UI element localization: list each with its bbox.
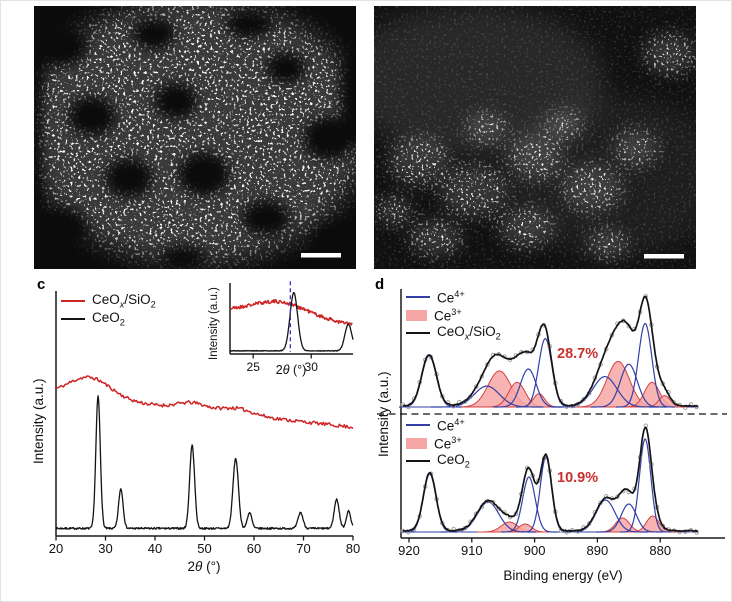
ce4-component-peak [402,473,458,533]
x-axis-ticks: 25 30 [247,354,319,374]
legend-label: Ce3+ [434,306,462,324]
ce4-component-peak [616,322,675,408]
tick-label: 910 [461,543,483,558]
xps-chart: 920 910 900 890 880 [377,289,727,558]
data-point-marker [586,521,592,526]
ce4-component-peak [440,501,537,533]
data-point-marker [400,402,405,407]
data-point-marker [507,357,513,362]
ce4-component-peak [563,499,648,533]
legend-line-swatch [406,460,430,462]
legend-item: Ce3+ [406,307,501,323]
data-point-marker [598,500,603,506]
data-point-marker [694,404,699,410]
legend-label: CeOx/SiO2 [437,324,501,342]
tick-label: 890 [587,543,609,558]
legend-line-swatch [406,424,430,426]
legend-item: CeO2 [406,452,470,470]
xrd-chart: 20 30 40 50 60 70 80 [49,291,360,556]
xps-top-legend: Ce4+ Ce3+ CeOx/SiO2 [406,289,501,342]
legend-line-swatch [406,332,430,334]
scale-bar [301,253,341,258]
data-point-marker [660,523,665,528]
legend-fill-swatch [406,309,427,321]
tick-label: 880 [649,543,671,558]
ce3-percentage-top: 28.7% [557,346,599,362]
data-point-marker [496,506,502,511]
data-point-marker [615,494,620,500]
tick-label: 30 [305,360,319,374]
panel-label-d: d [375,276,385,293]
tick-label: 30 [98,541,112,556]
xrd-x-axis-label: 2θ (°) [187,559,221,574]
tick-label: 900 [524,543,546,558]
tick-label: 40 [148,541,162,556]
xrd-trace-ceo2 [55,395,354,530]
xps-x-axis-label: Binding energy (eV) [503,568,623,583]
micrograph-right [374,6,696,269]
data-point-marker [581,397,586,402]
xps-y-axis-label: Intensity (a.u.) [376,371,391,457]
ce4-component-peak [501,476,558,533]
envelope-trace [402,295,699,408]
xrd-legend: CeOx/SiO2 CeO2 [61,292,156,328]
legend-item: Ce4+ [406,289,501,305]
inset-y-axis-label: Intensity (a.u.) [208,287,220,361]
legend-label: CeO2 [437,452,470,470]
data-point-marker [490,500,496,505]
ce4-component-peak [399,355,462,408]
legend-line-swatch [61,300,85,302]
ce4-component-peak [595,503,663,533]
ce4-component-peak [620,438,671,533]
panel-label-c: c [37,276,46,293]
data-point-marker [473,384,479,389]
legend-item: CeOx/SiO2 [61,292,156,310]
ce3-percentage-bottom: 10.9% [557,470,599,486]
legend-label: Ce4+ [437,288,465,306]
tick-label: 60 [247,541,261,556]
xrd-traces [55,375,354,530]
legend-line-swatch [61,318,85,320]
tick-label: 80 [346,541,360,556]
micrograph-left [34,6,356,269]
xrd-inset-chart: 25 30 [229,281,354,374]
legend-item: Ce4+ [406,417,470,433]
legend-item: CeO2 [61,310,156,328]
scale-bar [644,254,684,259]
tick-label: 50 [197,541,211,556]
tick-label: 920 [398,543,420,558]
ce4-component-peak [590,363,667,408]
xps-bottom-spectrum [400,423,699,535]
legend-label: Ce3+ [434,434,462,452]
xrd-trace-ceo2 [229,291,354,352]
inset-x-axis-label: 2θ (°) [275,363,307,377]
legend-label: CeOx/SiO2 [92,292,156,310]
data-point-marker [575,529,581,534]
xps-bottom-legend: Ce4+ Ce3+ CeO2 [406,417,470,470]
legend-item: Ce3+ [406,435,470,451]
xps-top-spectrum [399,294,699,410]
x-axis-ticks: 920 910 900 890 880 [398,538,671,558]
legend-label: CeO2 [92,310,125,328]
ce4-component-peak [551,375,659,408]
legend-item: CeOx/SiO2 [406,324,501,342]
xrd-inset-traces [229,291,354,352]
x-axis-ticks: 20 30 40 50 60 70 80 [49,536,360,556]
envelope-trace [402,426,699,533]
tick-label: 20 [49,541,63,556]
tick-label: 70 [296,541,310,556]
xrd-trace-ceox/sio2 [55,375,354,430]
data-point-marker [671,400,677,405]
nanoparticle-speckle-layer [34,6,356,269]
tick-label: 25 [247,360,261,374]
xrd-y-axis-label: Intensity (a.u.) [31,378,46,464]
nanoparticle-speckle-layer [374,6,696,269]
legend-label: Ce4+ [437,416,465,434]
legend-fill-swatch [406,437,427,449]
data-point-marker [507,514,513,520]
legend-line-swatch [406,296,430,298]
